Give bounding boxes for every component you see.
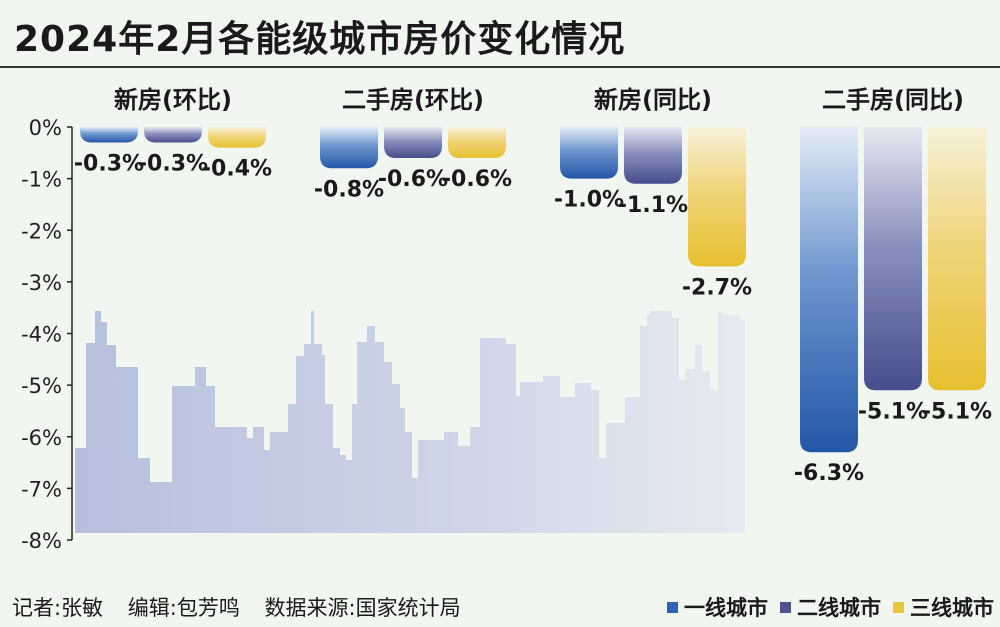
legend-item-tier3: 三线城市 <box>893 592 994 622</box>
data-label: -1.1% <box>618 193 688 218</box>
legend-item-tier1: 一线城市 <box>667 592 768 622</box>
data-label: -0.3% <box>138 151 208 176</box>
city-skyline-decoration <box>75 311 745 533</box>
bar-series1-cat1 <box>80 127 138 143</box>
data-label: -5.1% <box>922 399 992 424</box>
legend-swatch <box>893 601 904 613</box>
category-label: 二手房(环比) <box>342 86 484 114</box>
legend-item-tier2: 二线城市 <box>780 592 881 622</box>
y-tick-label: -6% <box>21 426 62 450</box>
editor-credit: 编辑:包芳鸣 <box>127 596 240 620</box>
bar-series2-cat1 <box>144 127 202 143</box>
legend-label: 三线城市 <box>910 596 994 620</box>
bar-series1-cat2 <box>320 127 378 169</box>
category-label: 新房(同比) <box>594 86 712 114</box>
chart-title: 2024年2月各能级城市房价变化情况 <box>14 19 626 60</box>
y-tick-label: -3% <box>21 271 62 295</box>
bar-chart: 0% -1% -2% -3% -4% -5% -6% -7% -8% 新房(环比) 二手房(环比)… <box>21 86 992 553</box>
data-label: -6.3% <box>794 461 864 486</box>
data-label: -1.0% <box>554 188 624 213</box>
bar-series3-cat2 <box>448 127 506 158</box>
title-divider <box>0 66 1000 68</box>
legend-swatch <box>780 601 791 613</box>
bar-series3-cat3 <box>688 127 746 267</box>
data-source: 数据来源:国家统计局 <box>264 596 461 620</box>
y-tick-label: -1% <box>21 168 62 192</box>
legend-label: 一线城市 <box>684 596 768 620</box>
data-label: -0.6% <box>442 167 512 192</box>
data-label: -0.6% <box>378 167 448 192</box>
data-label: -5.1% <box>858 399 928 424</box>
bar-series1-cat3 <box>560 127 618 179</box>
legend: 一线城市 二线城市 三线城市 <box>655 592 994 622</box>
data-label: -0.8% <box>314 177 384 202</box>
bar-series1-cat4 <box>800 127 858 453</box>
bar-series2-cat3 <box>624 127 682 184</box>
bar-series2-cat2 <box>384 127 442 158</box>
y-tick-label: -2% <box>21 219 62 243</box>
y-tick-label: -4% <box>21 323 62 347</box>
y-tick-label: -7% <box>21 477 62 501</box>
data-label: -0.4% <box>202 157 272 182</box>
category-label: 新房(环比) <box>114 86 232 114</box>
reporter-credit: 记者:张敏 <box>12 596 104 620</box>
bar-series3-cat1 <box>208 127 266 148</box>
data-label: -0.3% <box>74 151 144 176</box>
y-tick-label: 0% <box>29 116 62 140</box>
bar-series3-cat4 <box>928 127 986 391</box>
bar-series2-cat4 <box>864 127 922 391</box>
y-tick-label: -5% <box>21 374 62 398</box>
legend-swatch <box>667 601 678 613</box>
legend-label: 二线城市 <box>797 596 881 620</box>
data-label: -2.7% <box>682 275 752 300</box>
credits: 记者:张敏 编辑:包芳鸣 数据来源:国家统计局 <box>12 592 479 622</box>
y-tick-label: -8% <box>21 529 62 553</box>
category-label: 二手房(同比) <box>822 86 964 114</box>
